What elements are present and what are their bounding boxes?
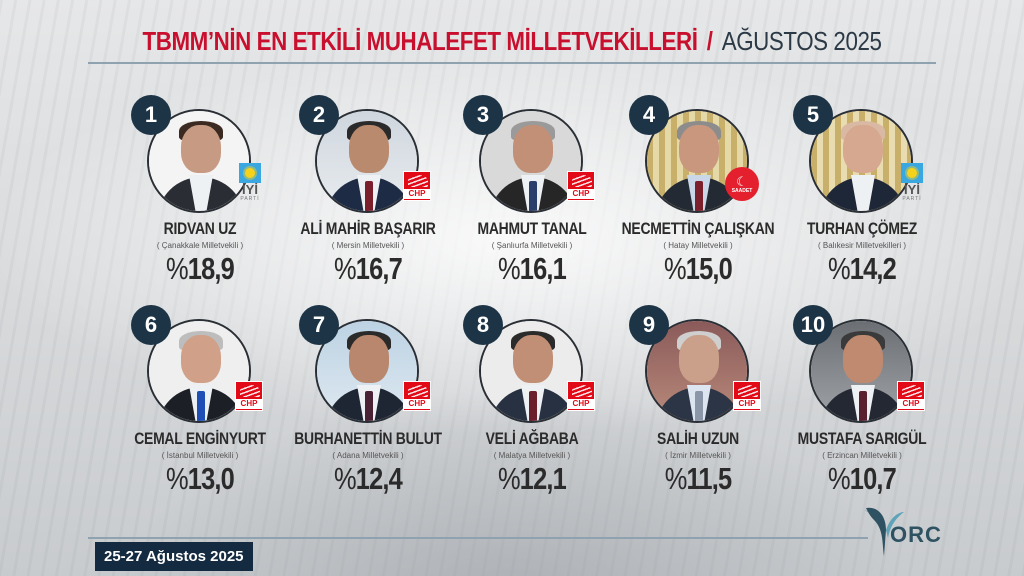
ranking-card: 7 CHP BURHANETTİN BULUT ( Adana Milletve… [283, 305, 453, 505]
ranking-card: 5 İYİ PARTİ TURHAN ÇÖMEZ ( Balıkesir Mil… [777, 95, 947, 295]
rank-badge: 7 [299, 305, 339, 345]
ranking-card: 8 CHP VELİ AĞBABA ( Malatya Milletvekili… [447, 305, 617, 505]
orc-wordmark: ORC [890, 522, 942, 547]
mp-region: ( Hatay Milletvekili ) [663, 241, 733, 250]
title-main: TBMM’NİN EN ETKİLİ MUHALEFET MİLLETVEKİL… [142, 26, 698, 56]
party-logo-chp: CHP [403, 381, 431, 411]
mp-name: RIDVAN UZ [163, 219, 237, 238]
mp-percentage: %14,2 [827, 251, 897, 286]
party-logo-chp: CHP [733, 381, 761, 411]
six-arrows-icon [408, 385, 428, 397]
rank-badge: 3 [463, 95, 503, 135]
mp-region: ( İzmir Milletvekili ) [665, 451, 731, 460]
orc-mark-icon [864, 507, 904, 556]
date-range-badge: 25-27 Ağustos 2025 [95, 542, 253, 571]
ranking-card: 3 CHP MAHMUT TANAL ( Şanlıurfa Milletvek… [447, 95, 617, 295]
mp-region: ( Mersin Milletvekili ) [331, 241, 405, 250]
rank-badge: 2 [299, 95, 339, 135]
mp-percentage: %12,4 [333, 461, 403, 496]
six-arrows-icon [572, 385, 592, 397]
mp-region: ( Malatya Milletvekili ) [493, 451, 571, 460]
mp-photo [479, 319, 583, 423]
ranking-grid: 1 İYİ PARTİ RIDVAN UZ ( Çanakkale Millet… [100, 95, 940, 515]
six-arrows-icon [572, 175, 592, 187]
rank-badge: 8 [463, 305, 503, 345]
party-logo-chp: CHP [567, 171, 595, 201]
mp-name: SALİH UZUN [657, 429, 739, 448]
six-arrows-icon [738, 385, 758, 397]
rank-badge: 5 [793, 95, 833, 135]
ranking-card: 10 CHP MUSTAFA SARIGÜL ( Erzincan Millet… [777, 305, 947, 505]
rank-badge: 6 [131, 305, 171, 345]
mp-name: MUSTAFA SARIGÜL [797, 429, 927, 448]
ranking-card: 9 CHP SALİH UZUN ( İzmir Milletvekili ) … [613, 305, 783, 505]
mp-percentage: %18,9 [165, 251, 235, 286]
six-arrows-icon [408, 175, 428, 187]
rank-badge: 1 [131, 95, 171, 135]
mp-percentage: %15,0 [663, 251, 733, 286]
six-arrows-icon [240, 385, 260, 397]
mp-percentage: %16,1 [497, 251, 567, 286]
party-logo-saadet: ☾ SAADET [725, 167, 759, 201]
mp-name: NECMETTİN ÇALIŞKAN [621, 219, 775, 238]
rank-badge: 4 [629, 95, 669, 135]
party-logo-iyi: İYİ PARTİ [237, 163, 263, 203]
ranking-card: 6 CHP CEMAL ENGİNYURT ( İstanbul Milletv… [115, 305, 285, 505]
ranking-card: 4 ☾ SAADET NECMETTİN ÇALIŞKAN ( Hatay Mi… [613, 95, 783, 295]
ranking-card: 2 CHP ALİ MAHİR BAŞARIR ( Mersin Milletv… [283, 95, 453, 295]
mp-region: ( Balıkesir Milletvekilleri ) [817, 241, 906, 250]
party-logo-chp: CHP [403, 171, 431, 201]
mp-region: ( Erzincan Milletvekili ) [822, 451, 902, 460]
mp-name: ALİ MAHİR BAŞARIR [300, 219, 436, 238]
mp-region: ( İstanbul Milletvekili ) [161, 451, 239, 460]
ranking-card: 1 İYİ PARTİ RIDVAN UZ ( Çanakkale Millet… [115, 95, 285, 295]
rank-badge: 9 [629, 305, 669, 345]
mp-region: ( Çanakkale Milletvekili ) [156, 241, 244, 250]
party-logo-chp: CHP [567, 381, 595, 411]
orc-logo: ORC [860, 504, 960, 564]
rank-badge: 10 [793, 305, 833, 345]
page-title: TBMM’NİN EN ETKİLİ MUHALEFET MİLLETVEKİL… [72, 26, 953, 57]
sun-icon [239, 163, 261, 183]
mp-name: TURHAN ÇÖMEZ [806, 219, 918, 238]
mp-name: MAHMUT TANAL [477, 219, 587, 238]
mp-percentage: %16,7 [333, 251, 403, 286]
crescent-icon: ☾ [736, 173, 748, 189]
party-logo-chp: CHP [235, 381, 263, 411]
mp-percentage: %11,5 [664, 461, 732, 496]
footer-divider [88, 537, 868, 539]
mp-percentage: %10,7 [827, 461, 897, 496]
six-arrows-icon [902, 385, 922, 397]
party-logo-iyi: İYİ PARTİ [899, 163, 925, 203]
mp-name: VELİ AĞBABA [485, 429, 579, 448]
sun-icon [901, 163, 923, 183]
mp-region: ( Şanlıurfa Milletvekili ) [491, 241, 573, 250]
title-period: AĞUSTOS 2025 [721, 26, 882, 56]
mp-name: BURHANETTİN BULUT [294, 429, 442, 448]
title-separator: / [706, 26, 713, 56]
mp-name: CEMAL ENGİNYURT [134, 429, 266, 448]
party-logo-chp: CHP [897, 381, 925, 411]
header-divider [88, 62, 936, 64]
mp-percentage: %13,0 [165, 461, 235, 496]
mp-region: ( Adana Milletvekili ) [332, 451, 404, 460]
mp-percentage: %12,1 [497, 461, 567, 496]
